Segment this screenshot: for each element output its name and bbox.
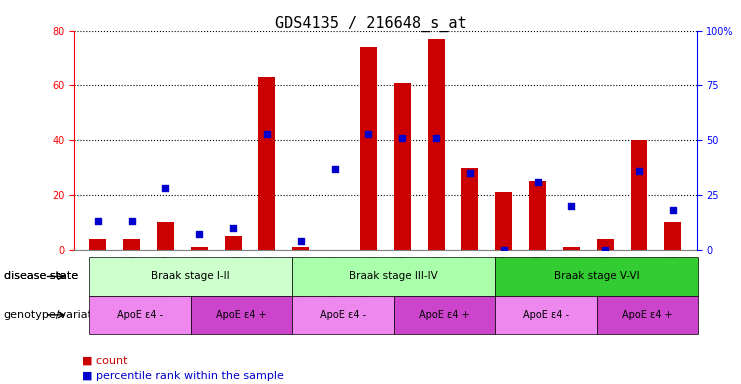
Bar	[90, 239, 106, 250]
Point	[295, 238, 307, 244]
Point	[667, 207, 679, 213]
Point	[329, 166, 341, 172]
Bar	[191, 247, 207, 250]
Point	[261, 131, 273, 137]
Text: ApoE ε4 -: ApoE ε4 -	[320, 310, 366, 320]
Point	[396, 135, 408, 141]
Text: ApoE ε4 -: ApoE ε4 -	[523, 310, 569, 320]
Point	[633, 168, 645, 174]
Point	[464, 170, 476, 176]
Text: genotype/variation: genotype/variation	[4, 310, 110, 320]
Point	[599, 247, 611, 253]
Point	[159, 185, 171, 191]
Point	[498, 247, 510, 253]
Bar	[563, 247, 580, 250]
Text: GDS4135 / 216648_s_at: GDS4135 / 216648_s_at	[275, 15, 466, 31]
Bar	[123, 239, 140, 250]
Bar	[292, 247, 309, 250]
Bar	[157, 222, 174, 250]
Text: ApoE ε4 +: ApoE ε4 +	[216, 310, 267, 320]
Text: ApoE ε4 +: ApoE ε4 +	[419, 310, 470, 320]
Text: Braak stage I-II: Braak stage I-II	[151, 271, 230, 281]
Text: ApoE ε4 -: ApoE ε4 -	[117, 310, 163, 320]
Point	[193, 231, 205, 237]
Bar	[360, 47, 377, 250]
Bar	[393, 83, 411, 250]
Point	[227, 225, 239, 231]
Point	[362, 131, 374, 137]
Bar	[665, 222, 681, 250]
Text: ■ count: ■ count	[82, 356, 127, 366]
Text: ApoE ε4 +: ApoE ε4 +	[622, 310, 673, 320]
Point	[92, 218, 104, 224]
Bar	[225, 236, 242, 250]
Text: ■ percentile rank within the sample: ■ percentile rank within the sample	[82, 371, 283, 381]
Bar	[631, 140, 648, 250]
Bar	[495, 192, 512, 250]
Point	[126, 218, 138, 224]
Text: disease state: disease state	[4, 271, 78, 281]
Point	[531, 179, 543, 185]
Bar	[529, 181, 546, 250]
Point	[565, 203, 577, 209]
Bar	[259, 77, 276, 250]
Text: disease state: disease state	[4, 271, 78, 281]
Text: Braak stage V-VI: Braak stage V-VI	[554, 271, 639, 281]
Bar	[597, 239, 614, 250]
Bar	[462, 167, 479, 250]
Text: Braak stage III-IV: Braak stage III-IV	[350, 271, 438, 281]
Point	[430, 135, 442, 141]
Bar	[428, 39, 445, 250]
